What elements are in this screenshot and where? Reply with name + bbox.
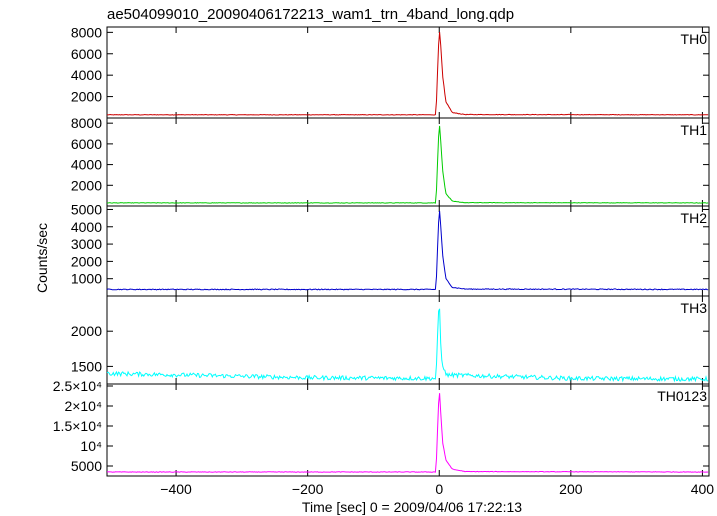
y-tick-label: 1500: [71, 358, 102, 374]
x-axis-label: Time [sec] 0 = 2009/04/06 17:22:13: [302, 499, 522, 515]
y-tick-label: 2000: [71, 177, 102, 193]
y-tick-label: 2000: [71, 323, 102, 339]
panel-label: TH0: [681, 31, 708, 47]
series-line-th3: [106, 308, 709, 383]
panel-label: TH1: [681, 122, 708, 138]
y-tick-label: 4000: [71, 67, 102, 83]
x-tick-label: 200: [559, 481, 583, 497]
x-tick-label: 400: [691, 481, 715, 497]
panel-frame: [106, 383, 710, 477]
panel-th1: 2000 4000 6000 8000 TH1: [71, 115, 710, 207]
x-tick-label: −400: [160, 481, 192, 497]
series-line-th1: [107, 125, 709, 204]
series-line-th0123: [107, 393, 709, 473]
y-axis-label: Counts/sec: [34, 223, 50, 293]
y-tick-label: 2000: [71, 89, 102, 105]
series-line-th2: [106, 211, 709, 291]
panel-frame: [106, 117, 710, 207]
panel-th0123: 5000 10⁴ 1.5×10⁴ 2×10⁴ 2.5×10⁴ TH0123: [53, 378, 710, 477]
y-tick-label: 1000: [71, 271, 102, 287]
panel-frame: [106, 205, 710, 297]
panel-frame: [106, 26, 710, 119]
y-tick-label: 3000: [71, 236, 102, 252]
y-tick-label: 5000: [71, 458, 102, 474]
y-tick-label: 8000: [71, 24, 102, 40]
x-tick-label: −200: [292, 481, 324, 497]
panel-label: TH0123: [657, 388, 707, 404]
panel-label: TH2: [681, 210, 708, 226]
y-tick-label: 4000: [71, 157, 102, 173]
series-line-th0: [106, 31, 709, 116]
chart-title: ae504099010_20090406172213_wam1_trn_4ban…: [107, 6, 514, 23]
panel-label: TH3: [681, 300, 708, 316]
y-tick-label: 2000: [71, 253, 102, 269]
y-tick-label: 2.5×10⁴: [53, 378, 102, 394]
y-tick-label: 2×10⁴: [64, 398, 102, 414]
y-tick-label: 1.5×10⁴: [53, 418, 102, 434]
y-tick-label: 10⁴: [80, 438, 102, 454]
panel-frame: [106, 295, 710, 385]
y-tick-label: 5000: [71, 201, 102, 217]
y-tick-label: 4000: [71, 219, 102, 235]
panel-th0: 2000 4000 6000 8000 TH0: [71, 24, 710, 119]
panel-th3: 1500 2000 TH3: [71, 295, 710, 385]
y-tick-label: 6000: [71, 136, 102, 152]
x-tick-label: 0: [435, 481, 443, 497]
y-tick-label: 6000: [71, 46, 102, 62]
y-tick-label: 8000: [71, 115, 102, 131]
